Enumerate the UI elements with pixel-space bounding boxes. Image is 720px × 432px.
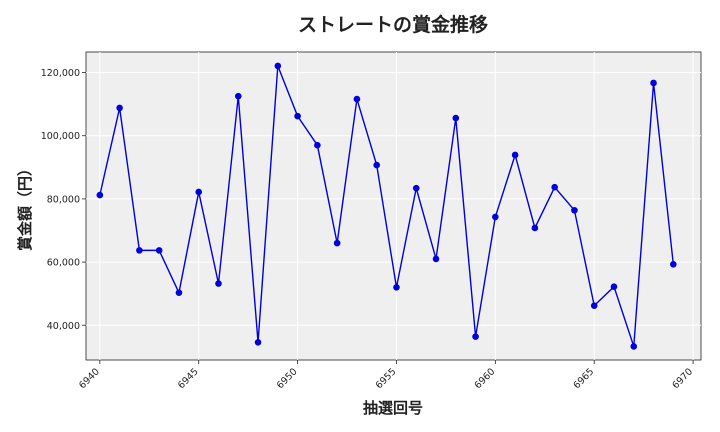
x-tick-label: 6960	[473, 366, 498, 391]
data-point	[511, 151, 519, 159]
data-point	[492, 213, 499, 221]
data-point	[136, 247, 143, 254]
x-axis-ticks: 6940 6945 6950 6955 6960 6965 6970	[77, 360, 695, 391]
data-point	[670, 260, 677, 268]
data-point	[215, 280, 222, 287]
plot-area	[85, 51, 702, 361]
data-point	[96, 191, 104, 199]
x-tick-label: 6965	[571, 366, 596, 391]
y-tick-label: 60,000	[47, 258, 80, 269]
y-tick-label: 120,000	[41, 68, 80, 79]
data-point	[116, 104, 123, 112]
data-point	[630, 343, 638, 350]
data-series	[96, 62, 677, 350]
data-point	[551, 183, 558, 191]
data-point	[610, 283, 618, 291]
x-tick-label: 6970	[670, 366, 695, 391]
data-point	[175, 289, 183, 297]
data-point	[412, 184, 420, 192]
data-point	[452, 114, 460, 122]
chart-title: ストレートの賞金推移	[298, 13, 488, 36]
grid	[86, 52, 701, 360]
data-point	[294, 112, 301, 120]
data-point	[155, 247, 163, 254]
data-point	[353, 95, 361, 103]
data-point	[432, 255, 440, 263]
data-point	[195, 188, 203, 196]
data-point	[393, 284, 400, 291]
y-axis-label: 賞金額（円）	[16, 161, 34, 251]
x-tick-label: 6950	[275, 366, 300, 391]
data-point	[571, 206, 578, 214]
data-point	[314, 141, 321, 149]
data-point	[373, 161, 380, 169]
data-point	[254, 339, 262, 346]
data-point	[650, 79, 657, 87]
data-point	[333, 239, 341, 247]
data-point	[274, 62, 282, 70]
y-tick-label: 80,000	[47, 194, 80, 205]
series-line	[99, 65, 675, 347]
y-tick-label: 40,000	[47, 321, 80, 332]
data-point	[590, 302, 598, 309]
y-tick-label: 100,000	[41, 131, 80, 142]
y-axis-ticks: 40,000 60,000 80,000 100,000 120,000	[41, 68, 86, 332]
x-axis-label: 抽選回号	[363, 399, 423, 417]
x-tick-label: 6955	[374, 366, 399, 391]
data-point	[234, 92, 242, 100]
data-point	[531, 224, 539, 232]
data-point	[472, 333, 479, 340]
x-tick-label: 6945	[176, 366, 201, 391]
x-tick-label: 6940	[77, 366, 102, 391]
